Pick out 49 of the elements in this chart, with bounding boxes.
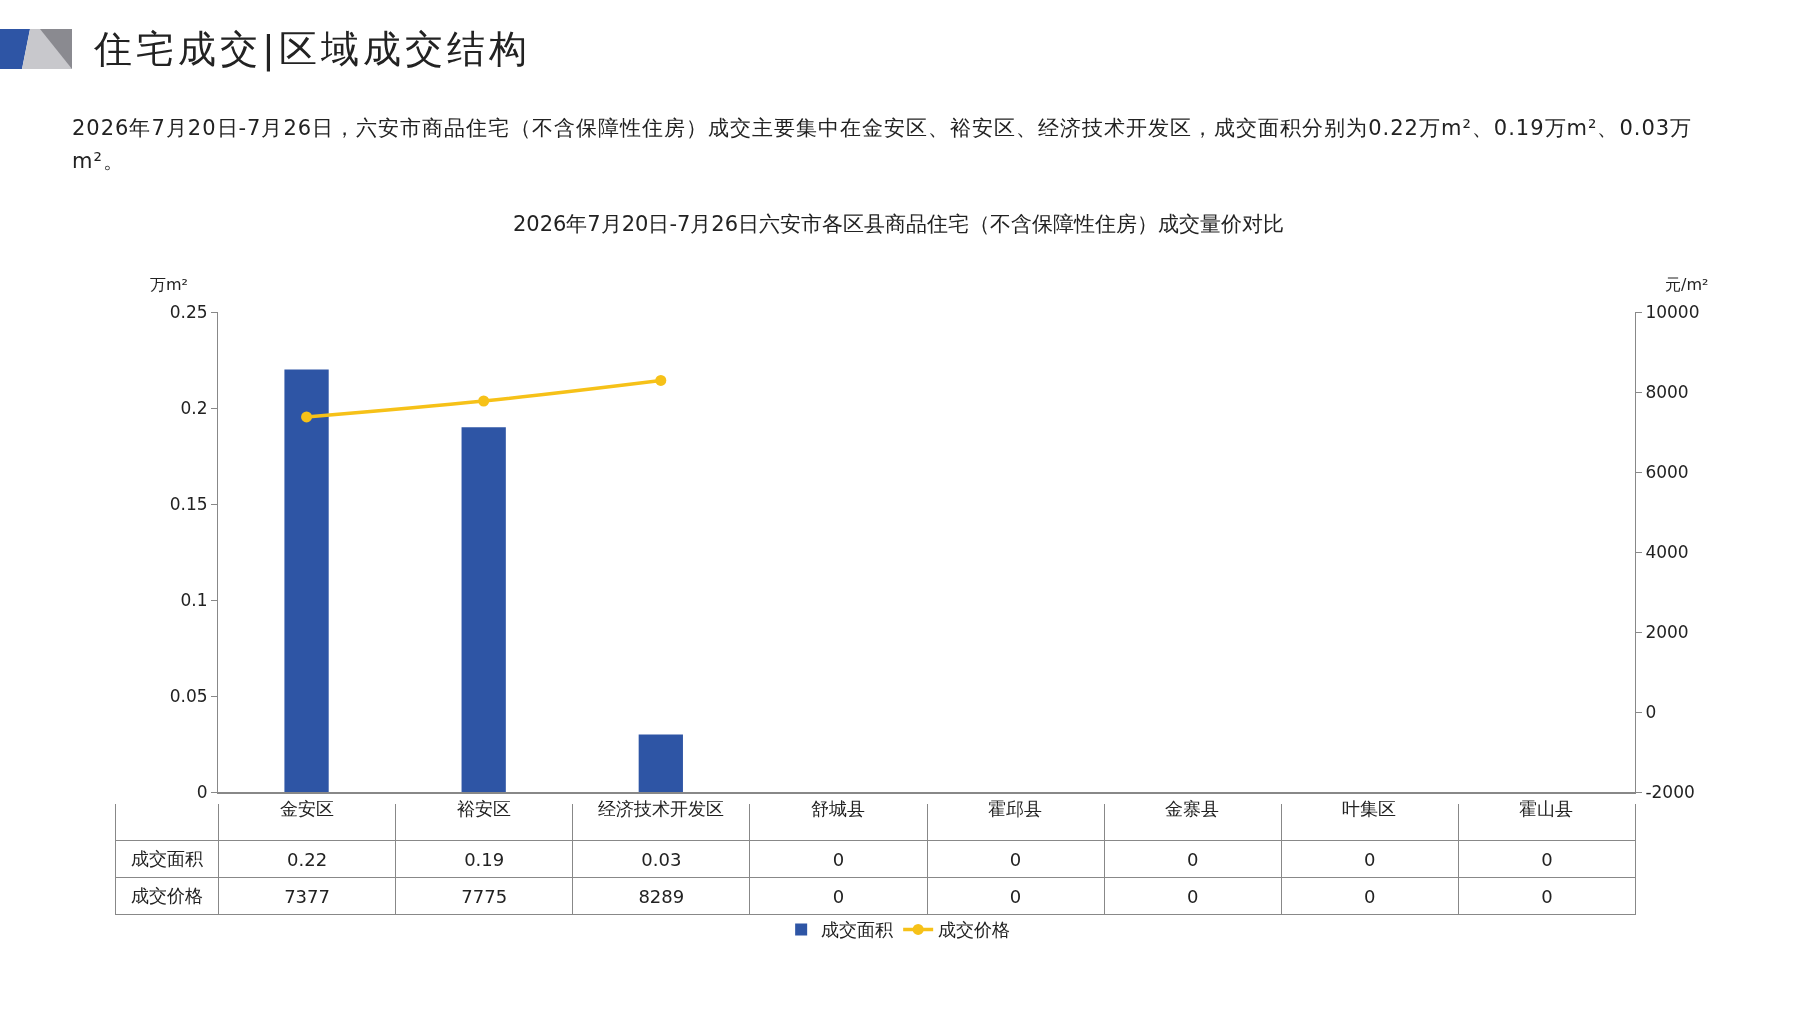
y-tick-label: 0 [196, 781, 208, 802]
x-tick-label: 经济技术开发区 [597, 798, 724, 820]
text: 2026年7月20日-7月26日，六安市商品住宅（不含保障性住房）成交主要集中在金安区、裕安区、经济技术开发区，成交面积分别为0.22万m²、0.19万m²、0.03万m²。 [72, 115, 1694, 175]
x-tick-label: 叶集区 [1342, 798, 1397, 820]
x-tick-label: 裕安区 [456, 798, 511, 820]
y-tick-label: 0.05 [169, 685, 208, 706]
x-tick-label: 霍邱县 [988, 798, 1043, 820]
y2-tick-label: 4000 [1645, 541, 1689, 562]
text: 0 [1541, 885, 1553, 907]
data-label: 0 [1458, 841, 1636, 878]
text: 0 [1009, 885, 1022, 907]
y2-tick-label: 10000 [1645, 301, 1700, 322]
y-axis-title: 万m² [150, 275, 188, 294]
y-tick-label: 0.1 [180, 589, 208, 610]
x-tick-label: 舒城县 [810, 798, 865, 820]
bar [638, 734, 683, 792]
y2-axis-title: 元/m² [1665, 275, 1709, 294]
data-label: 0 [927, 841, 1105, 878]
data-label: 0.19 [396, 841, 574, 878]
y2-tick-label: 2000 [1645, 621, 1689, 642]
y2-tick-label: 0 [1645, 701, 1657, 722]
data-label: 0.22 [219, 841, 397, 878]
data-label: 0 [750, 841, 928, 878]
text: 0 [1186, 885, 1199, 907]
legend-label: 成交价格 [938, 919, 1011, 941]
data-label: 0 [1104, 841, 1282, 878]
y2-tick-label: -2000 [1645, 781, 1695, 802]
data-label: 7377 [219, 878, 397, 915]
y2-tick-label: 6000 [1645, 461, 1689, 482]
data-label: 8289 [573, 878, 751, 915]
text: 住宅成交|区域成交结构 [94, 26, 531, 74]
text: 0 [832, 885, 845, 907]
bar [284, 369, 329, 792]
text: 成交价格 [131, 885, 203, 906]
data-label: 0 [1281, 841, 1459, 878]
text: 成交面积 [131, 848, 203, 869]
x-tick-label: 金寨县 [1165, 798, 1220, 820]
y-tick-label: 0.2 [180, 397, 208, 418]
y-tick-label: 0.15 [169, 493, 208, 514]
legend-label: 成交面积 [821, 919, 894, 941]
data-label: 0.03 [573, 841, 751, 878]
y-tick-label: 0.25 [169, 301, 208, 322]
data-label: 7775 [396, 878, 574, 915]
bar [461, 427, 506, 792]
x-tick-label: 霍山县 [1519, 798, 1574, 820]
text: 0 [1364, 885, 1376, 907]
chart-title: 2026年7月20日-7月26日六安市各区县商品住宅（不含保障性住房）成交量价对比 [512, 212, 1285, 237]
y2-tick-label: 8000 [1645, 381, 1689, 402]
x-tick-label: 金安区 [279, 798, 334, 820]
